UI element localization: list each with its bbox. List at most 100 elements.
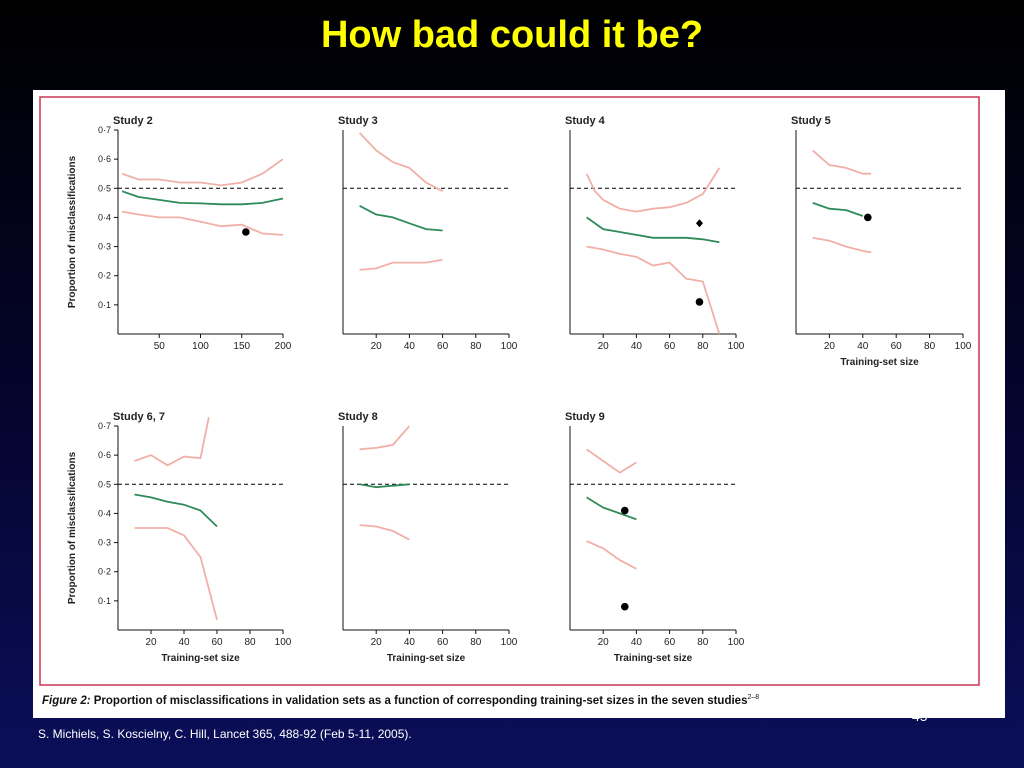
series-line-upper xyxy=(358,132,444,192)
y-tick-label: 0·3 xyxy=(98,538,111,548)
data-point xyxy=(695,298,704,306)
series-line-median xyxy=(586,496,637,521)
series-line-upper xyxy=(585,167,721,213)
x-tick-label: 60 xyxy=(891,341,903,352)
figure-caption-prefix: Figure 2: xyxy=(42,695,91,707)
x-tick-label: 80 xyxy=(697,637,709,648)
x-tick-label: 20 xyxy=(371,341,383,352)
series-line-median xyxy=(359,205,443,232)
x-tick-label: 80 xyxy=(697,341,709,352)
series-line-median xyxy=(359,483,410,489)
series-line-lower xyxy=(359,258,443,271)
x-tick-label: 40 xyxy=(178,637,190,648)
x-axis-label: Training-set size xyxy=(387,653,466,664)
x-tick-label: 100 xyxy=(728,637,745,648)
series-line-upper xyxy=(812,149,872,175)
y-tick-label: 0·3 xyxy=(98,242,111,252)
figure-border xyxy=(39,96,980,686)
y-tick-label: 0·6 xyxy=(98,154,111,164)
x-tick-label: 100 xyxy=(955,341,972,352)
chart-title: Study 3 xyxy=(338,115,378,127)
y-tick-label: 0·5 xyxy=(98,183,111,193)
data-point xyxy=(620,506,629,515)
series-line-median xyxy=(134,493,218,528)
data-point-diamond xyxy=(695,219,703,228)
series-line-upper xyxy=(134,417,210,467)
y-tick-label: 0·1 xyxy=(98,596,111,606)
series-line-upper xyxy=(121,158,284,187)
chart-panel-3: Study 4 20 40 60 80 100 xyxy=(565,115,745,352)
x-tick-label: 20 xyxy=(145,637,157,648)
x-tick-label: 60 xyxy=(211,637,223,648)
x-tick-label: 20 xyxy=(371,637,383,648)
x-tick-label: 100 xyxy=(501,637,518,648)
series-line-upper xyxy=(359,425,411,451)
figure-caption-superscript: 2–8 xyxy=(747,694,759,701)
x-tick-label: 100 xyxy=(192,341,209,352)
series-line-lower xyxy=(812,236,872,254)
x-tick-label: 100 xyxy=(728,341,745,352)
x-tick-label: 80 xyxy=(470,341,482,352)
y-axis-label: Proportion of misclassifications xyxy=(67,155,78,308)
chart-panel-1: Study 2 0·1 0·2 0·3 0·4 0·5 0·6 0·7 50 100 150 200 P… xyxy=(67,115,292,352)
figure-svg: Study 2 0·1 0·2 0·3 0·4 0·5 0·6 0·7 50 100 150 200 P… xyxy=(39,96,980,707)
data-point xyxy=(864,213,872,222)
y-tick-label: 0·2 xyxy=(98,567,111,577)
series-line-lower xyxy=(121,210,284,236)
x-tick-label: 40 xyxy=(631,341,643,352)
y-tick-label: 0·6 xyxy=(98,450,111,460)
charts-layer: Study 2 0·1 0·2 0·3 0·4 0·5 0·6 0·7 50 100 150 200 P… xyxy=(67,115,972,664)
y-tick-label: 0·2 xyxy=(98,271,111,281)
x-axis-label: Training-set size xyxy=(161,653,240,664)
figure-panel: Study 2 0·1 0·2 0·3 0·4 0·5 0·6 0·7 50 100 150 200 P… xyxy=(33,90,1005,718)
x-tick-label: 80 xyxy=(924,341,936,352)
x-tick-label: 80 xyxy=(244,637,256,648)
series-line-lower xyxy=(586,540,637,570)
chart-title: Study 9 xyxy=(565,411,605,423)
chart-panel-5: Study 6, 7 0·1 0·2 0·3 0·4 0·5 0·6 0·7 20 40 60 80 1… xyxy=(67,411,292,664)
x-tick-label: 20 xyxy=(598,637,610,648)
series-line-lower xyxy=(359,524,410,541)
x-tick-label: 100 xyxy=(501,341,518,352)
x-tick-label: 80 xyxy=(470,637,482,648)
chart-panel-7: Study 9 20 40 60 80 100 Training-set size xyxy=(565,411,745,664)
x-tick-label: 200 xyxy=(275,341,292,352)
series-line-median xyxy=(586,216,720,244)
citation: S. Michiels, S. Koscielny, C. Hill, Lanc… xyxy=(38,727,412,741)
y-tick-label: 0·7 xyxy=(98,421,111,431)
y-tick-label: 0·4 xyxy=(98,212,111,222)
x-tick-label: 20 xyxy=(824,341,836,352)
x-tick-label: 40 xyxy=(404,637,416,648)
y-tick-label: 0·7 xyxy=(98,125,111,135)
y-tick-label: 0·5 xyxy=(98,479,111,489)
x-tick-label: 40 xyxy=(631,637,643,648)
chart-title: Study 4 xyxy=(565,115,606,127)
series-line-upper xyxy=(586,448,637,474)
x-tick-label: 60 xyxy=(664,637,676,648)
chart-panel-2: Study 3 20 40 60 80 100 xyxy=(338,115,518,352)
x-tick-label: 60 xyxy=(437,341,449,352)
data-point xyxy=(620,602,629,611)
x-tick-label: 60 xyxy=(664,341,676,352)
y-axis-label: Proportion of misclassifications xyxy=(67,451,78,604)
x-tick-label: 20 xyxy=(598,341,610,352)
x-tick-label: 150 xyxy=(233,341,250,352)
slide-number: 45 xyxy=(912,708,928,724)
chart-panel-6: Study 8 20 40 60 80 100 Training-set size xyxy=(338,411,518,664)
slide-title: How bad could it be? xyxy=(320,14,704,56)
chart-title: Study 2 xyxy=(113,115,153,127)
x-tick-label: 60 xyxy=(437,637,449,648)
chart-panel-4: Study 5 20 40 60 80 100 Training-set size xyxy=(791,115,972,368)
chart-title: Study 8 xyxy=(338,411,378,423)
series-line-lower xyxy=(134,527,218,621)
x-tick-label: 40 xyxy=(404,341,416,352)
series-line-median xyxy=(121,190,284,206)
series-line-median xyxy=(812,202,864,217)
x-tick-label: 100 xyxy=(275,637,292,648)
figure-caption-body: Proportion of misclassifications in vali… xyxy=(91,695,748,707)
data-point xyxy=(242,228,250,236)
y-tick-label: 0·1 xyxy=(98,300,111,310)
series-line-lower xyxy=(586,245,721,335)
x-tick-label: 50 xyxy=(154,341,166,352)
y-tick-label: 0·4 xyxy=(98,508,111,518)
